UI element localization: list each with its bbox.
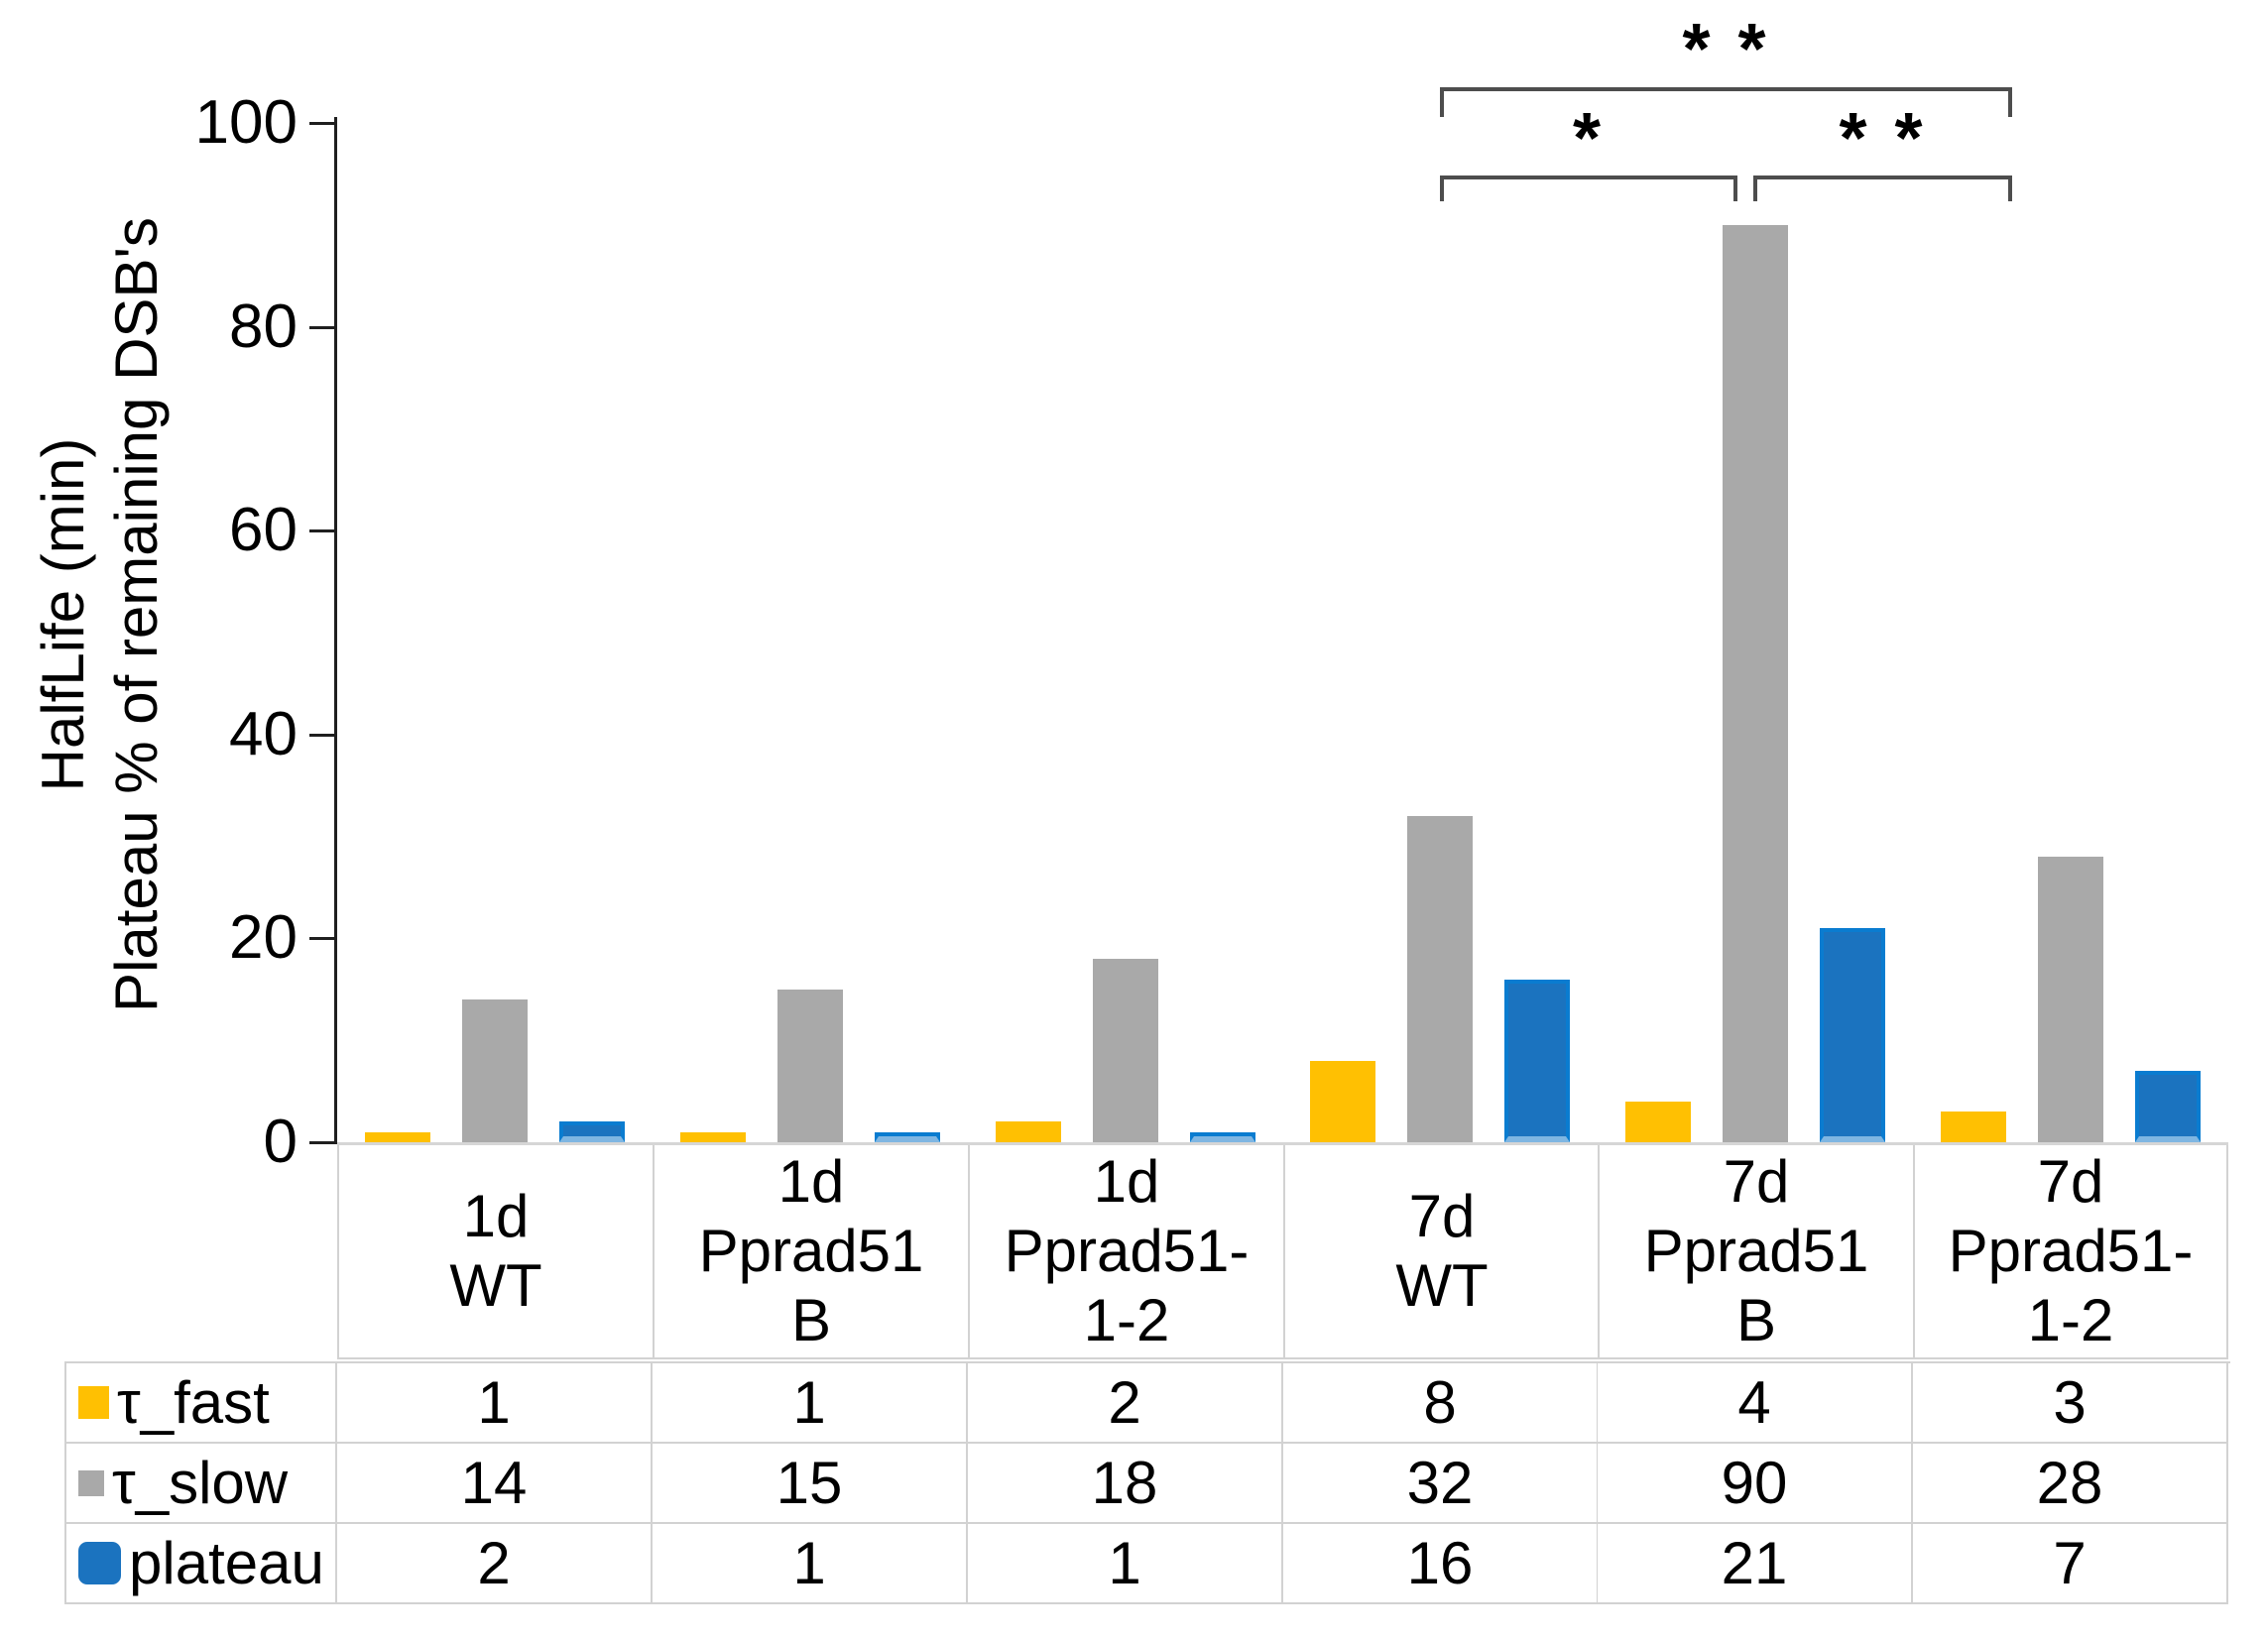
y-tick-mark-20 — [309, 937, 337, 941]
x-category-label-line1: 1d — [462, 1183, 530, 1249]
bar-plateau-7d-pprad51-1-2 — [2135, 1071, 2201, 1142]
y-tick-mark-40 — [309, 733, 337, 737]
x-category-label-line3: B — [1735, 1287, 1777, 1353]
table-cell-tau_fast-col6: 3 — [1913, 1363, 2228, 1444]
x-category-label-line2: WT — [1395, 1252, 1489, 1319]
x-category-label-line3: B — [790, 1287, 832, 1353]
table-cell-tau_fast-col3: 2 — [968, 1363, 1283, 1444]
table-cell-plateau-col3: 1 — [968, 1524, 1283, 1604]
x-category-label-line2: Pprad51 — [698, 1218, 924, 1284]
x-category-label-1d-wt: 1d WT — [337, 1145, 653, 1359]
bar-tau_slow-1d-pprad51-b — [777, 990, 843, 1142]
significance-bracket-1 — [1440, 87, 2012, 117]
table-cell-tau_fast-col1: 1 — [337, 1363, 653, 1444]
legend-item-tau_fast: τ_fast — [66, 1363, 337, 1444]
x-category-label-line1: 1d — [777, 1148, 845, 1215]
bar-tau_slow-1d-wt — [462, 999, 528, 1142]
legend-swatch-tau_fast-icon — [78, 1386, 109, 1419]
table-cell-tau_fast-col2: 1 — [653, 1363, 968, 1444]
x-category-label-line2: Pprad51 — [1643, 1218, 1869, 1284]
y-tick-label-0: 0 — [263, 1108, 298, 1176]
bar-plateau-1d-wt — [559, 1121, 625, 1142]
bar-tau_slow-1d-pprad51-1-2 — [1093, 959, 1158, 1142]
table-cell-plateau-col4: 16 — [1283, 1524, 1599, 1604]
significance-stars-2: * — [1572, 99, 1606, 178]
y-tick-label-80: 80 — [229, 292, 298, 361]
table-cell-tau_slow-col5: 90 — [1598, 1444, 1913, 1524]
table-cell-plateau-col1: 2 — [337, 1524, 653, 1604]
x-axis-baseline — [337, 1142, 2228, 1145]
table-cell-tau_slow-col2: 15 — [653, 1444, 968, 1524]
bar-tau_fast-7d-pprad51-b — [1625, 1102, 1691, 1142]
bar-tau_slow-7d-pprad51-b — [1723, 225, 1788, 1142]
table-cell-plateau-col6: 7 — [1913, 1524, 2228, 1604]
bar-tau_fast-1d-pprad51-1-2 — [996, 1121, 1061, 1142]
bar-plateau-1d-pprad51-1-2 — [1190, 1132, 1255, 1142]
significance-stars-3: * * — [1839, 99, 1927, 178]
legend-swatch-plateau-icon — [78, 1542, 121, 1584]
table-cell-tau_slow-col6: 28 — [1913, 1444, 2228, 1524]
y-tick-mark-0 — [309, 1141, 337, 1144]
legend-item-plateau: plateau — [66, 1524, 337, 1604]
legend-label-tau_fast: τ_fast — [117, 1369, 270, 1436]
x-category-label-7d-pprad51-1-2: 7d Pprad51- 1-2 — [1913, 1145, 2228, 1359]
x-category-label-line1: 1d — [1093, 1148, 1160, 1215]
table-cell-tau_slow-col4: 32 — [1283, 1444, 1599, 1524]
x-category-label-line1: 7d — [1723, 1148, 1790, 1215]
legend-swatch-tau_slow-icon — [78, 1469, 104, 1496]
significance-bracket-2 — [1440, 176, 1737, 201]
x-category-label-line1: 7d — [2037, 1148, 2104, 1215]
x-category-label-line3: 1-2 — [2027, 1287, 2114, 1353]
x-category-label-7d-wt: 7d WT — [1283, 1145, 1599, 1359]
x-category-label-line2: Pprad51- — [1004, 1218, 1250, 1284]
y-axis-line — [334, 117, 337, 1142]
y-tick-mark-60 — [309, 529, 337, 533]
table-cell-tau_fast-col4: 8 — [1283, 1363, 1599, 1444]
y-tick-label-20: 20 — [229, 903, 298, 973]
y-tick-mark-80 — [309, 325, 337, 329]
table-cell-tau_fast-col5: 4 — [1598, 1363, 1913, 1444]
legend-label-tau_slow: τ_slow — [112, 1450, 289, 1516]
x-category-label-1d-pprad51-b: 1d Pprad51 B — [653, 1145, 968, 1359]
x-category-label-line2: Pprad51- — [1948, 1218, 2194, 1284]
bar-tau_fast-1d-pprad51-b — [680, 1132, 746, 1142]
significance-bracket-3 — [1753, 176, 2012, 201]
x-category-label-1d-pprad51-1-2: 1d Pprad51- 1-2 — [968, 1145, 1283, 1359]
bar-tau_fast-7d-pprad51-1-2 — [1941, 1112, 2006, 1142]
table-cell-tau_slow-col3: 18 — [968, 1444, 1283, 1524]
bar-plateau-7d-pprad51-b — [1820, 928, 1885, 1142]
bar-plateau-7d-wt — [1504, 980, 1570, 1142]
bar-tau_fast-1d-wt — [365, 1132, 430, 1142]
bar-tau_fast-7d-wt — [1310, 1061, 1375, 1142]
bar-tau_slow-7d-pprad51-1-2 — [2038, 857, 2103, 1142]
significance-stars-1: * * — [1682, 10, 1770, 89]
y-tick-mark-100 — [309, 122, 337, 125]
x-category-label-line1: 7d — [1408, 1183, 1476, 1249]
y-tick-label-100: 100 — [194, 88, 298, 157]
table-cell-plateau-col5: 21 — [1598, 1524, 1913, 1604]
legend-item-tau_slow: τ_slow — [66, 1444, 337, 1524]
x-category-label-7d-pprad51-b: 7d Pprad51 B — [1598, 1145, 1913, 1359]
table-cell-plateau-col2: 1 — [653, 1524, 968, 1604]
x-category-label-line3: 1-2 — [1083, 1287, 1170, 1353]
bar-plateau-1d-pprad51-b — [875, 1132, 940, 1142]
y-tick-label-40: 40 — [229, 699, 298, 768]
data-table-frame — [64, 1361, 2230, 1604]
y-tick-label-60: 60 — [229, 496, 298, 565]
bar-tau_slow-7d-wt — [1407, 816, 1473, 1142]
legend-label-plateau: plateau — [129, 1530, 324, 1596]
x-category-label-line2: WT — [449, 1252, 542, 1319]
table-cell-tau_slow-col1: 14 — [337, 1444, 653, 1524]
